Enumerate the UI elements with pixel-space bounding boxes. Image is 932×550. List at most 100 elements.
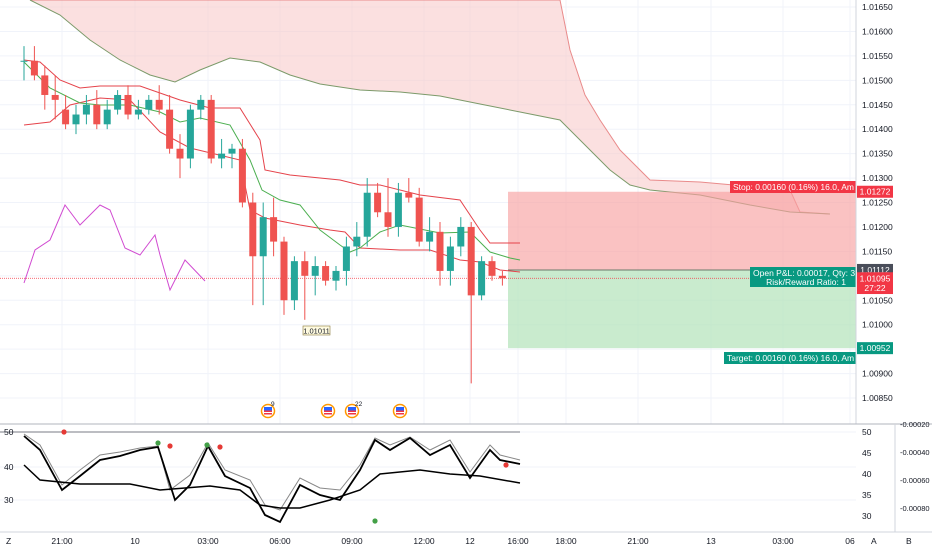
- candle-body: [446, 246, 454, 271]
- price-tick: 1.01550: [862, 51, 893, 61]
- candle-body: [384, 212, 392, 227]
- candle-body: [30, 60, 38, 76]
- candle-body: [218, 153, 226, 159]
- candle-body: [374, 192, 382, 213]
- candle-body: [488, 261, 496, 276]
- candle-body: [145, 99, 153, 110]
- cloud-lower-line: [29, 0, 831, 215]
- oscillator-line-c: [23, 464, 521, 509]
- pnl-label-text: Open P&L: 0.00017, Qty: 31: [753, 268, 860, 278]
- osc-far-tick: -0.00060: [900, 476, 930, 485]
- candle-body: [259, 217, 267, 257]
- signal-dot: [61, 429, 67, 435]
- candles: [20, 46, 506, 384]
- signal-dots: [61, 429, 509, 524]
- osc-axis-right[interactable]: 50 45 40 35 30: [862, 427, 872, 521]
- auto-scale-button[interactable]: A: [871, 536, 877, 546]
- event-flag-icon[interactable]: [320, 403, 336, 419]
- time-tick: 06: [845, 536, 855, 546]
- candle-body: [415, 197, 423, 242]
- target-label[interactable]: Target: 0.00160 (0.16%) 16.0, Am: [724, 352, 856, 364]
- candle-body: [41, 75, 49, 95]
- candle-body: [103, 109, 111, 125]
- price-tick: 1.01600: [862, 26, 893, 36]
- price-tag: 1.01272: [857, 185, 893, 198]
- candle-body: [498, 275, 506, 279]
- candle-body: [311, 266, 319, 276]
- oscillator-grid: [0, 431, 856, 501]
- oscillator-line-a: [23, 433, 521, 511]
- low-price-label: 1.01011: [303, 327, 330, 336]
- candle-body: [20, 60, 28, 62]
- osc-right-tick: 50: [862, 427, 872, 437]
- time-tick: 18:00: [555, 536, 577, 546]
- candle-body: [186, 109, 194, 159]
- time-tick: 06:00: [269, 536, 291, 546]
- time-tick: 03:00: [197, 536, 219, 546]
- candle-body: [322, 266, 330, 281]
- price-tick: 1.00900: [862, 369, 893, 379]
- price-tag-text: 27:22: [864, 283, 886, 293]
- price-tick: 1.01200: [862, 222, 893, 232]
- candle-body: [290, 261, 298, 301]
- price-tag: 1.01095: [857, 272, 893, 285]
- candle-body: [342, 246, 350, 271]
- pnl-label[interactable]: Open P&L: 0.00017, Qty: 31 Risk/Reward R…: [750, 267, 860, 287]
- settings-b-button[interactable]: B: [906, 536, 912, 546]
- stop-label[interactable]: Stop: 0.00160 (0.16%) 16.0, Am: [730, 181, 856, 193]
- candle-body: [155, 99, 163, 110]
- price-tick: 1.01350: [862, 149, 893, 159]
- price-tick: 1.01400: [862, 124, 893, 134]
- event-flag-icon[interactable]: 22: [344, 401, 363, 419]
- signal-dot: [503, 462, 509, 468]
- candle-body: [301, 261, 309, 276]
- osc-axis-left: 50 40 30: [4, 427, 14, 505]
- event-flag-icon[interactable]: 9: [260, 401, 276, 419]
- price-tick: 1.00850: [862, 393, 893, 403]
- price-tag: 27:22: [857, 282, 893, 295]
- price-tick: 1.01650: [862, 2, 893, 12]
- event-count-badge: 22: [355, 401, 363, 408]
- stop-loss-zone[interactable]: [508, 191, 856, 270]
- candle-body: [93, 104, 101, 125]
- candle-body: [467, 226, 475, 296]
- price-tick: 1.01150: [862, 246, 892, 256]
- osc-far-tick: -0.00080: [900, 504, 930, 513]
- time-axis[interactable]: 21:00 10 03:00 06:00 09:00 12:00 12 16:00 18:00 2…: [51, 536, 855, 546]
- economic-events[interactable]: 9 22: [260, 401, 408, 419]
- candle-body: [114, 94, 122, 110]
- candle-body: [332, 270, 340, 281]
- candle-body: [394, 192, 402, 227]
- time-tick: 12: [465, 536, 475, 546]
- osc-axis-far[interactable]: -0.00020 -0.00040 -0.00060 -0.00080: [894, 420, 930, 532]
- osc-right-tick: 30: [862, 511, 872, 521]
- signal-dot: [167, 443, 173, 449]
- price-tick: 1.01450: [862, 100, 893, 110]
- candle-body: [249, 202, 257, 257]
- osc-left-tick: 50: [4, 427, 14, 437]
- osc-left-tick: 30: [4, 495, 14, 505]
- event-count-badge: 9: [271, 401, 275, 408]
- zoom-button[interactable]: Z: [6, 536, 11, 546]
- signal-dot: [204, 442, 210, 448]
- osc-right-tick: 45: [862, 448, 872, 458]
- oscillator-line-b: [23, 435, 521, 524]
- candle-body: [62, 109, 70, 125]
- signal-dot: [155, 440, 161, 446]
- signal-dot: [372, 518, 378, 524]
- time-tick: 10: [130, 536, 140, 546]
- time-tick: 12:00: [413, 536, 435, 546]
- event-flag-icon[interactable]: [392, 403, 408, 419]
- candle-body: [353, 236, 361, 247]
- candle-body: [270, 217, 278, 242]
- time-tick: 16:00: [507, 536, 529, 546]
- candle-body: [436, 231, 444, 271]
- rr-label-text: Risk/Reward Ratio: 1: [766, 277, 846, 287]
- price-tag-text: 1.01272: [860, 187, 891, 197]
- price-tick: 1.01050: [862, 295, 893, 305]
- osc-far-tick: -0.00040: [900, 448, 930, 457]
- low-price-marker: 1.01011: [302, 325, 331, 336]
- lower-band-line: [23, 97, 521, 273]
